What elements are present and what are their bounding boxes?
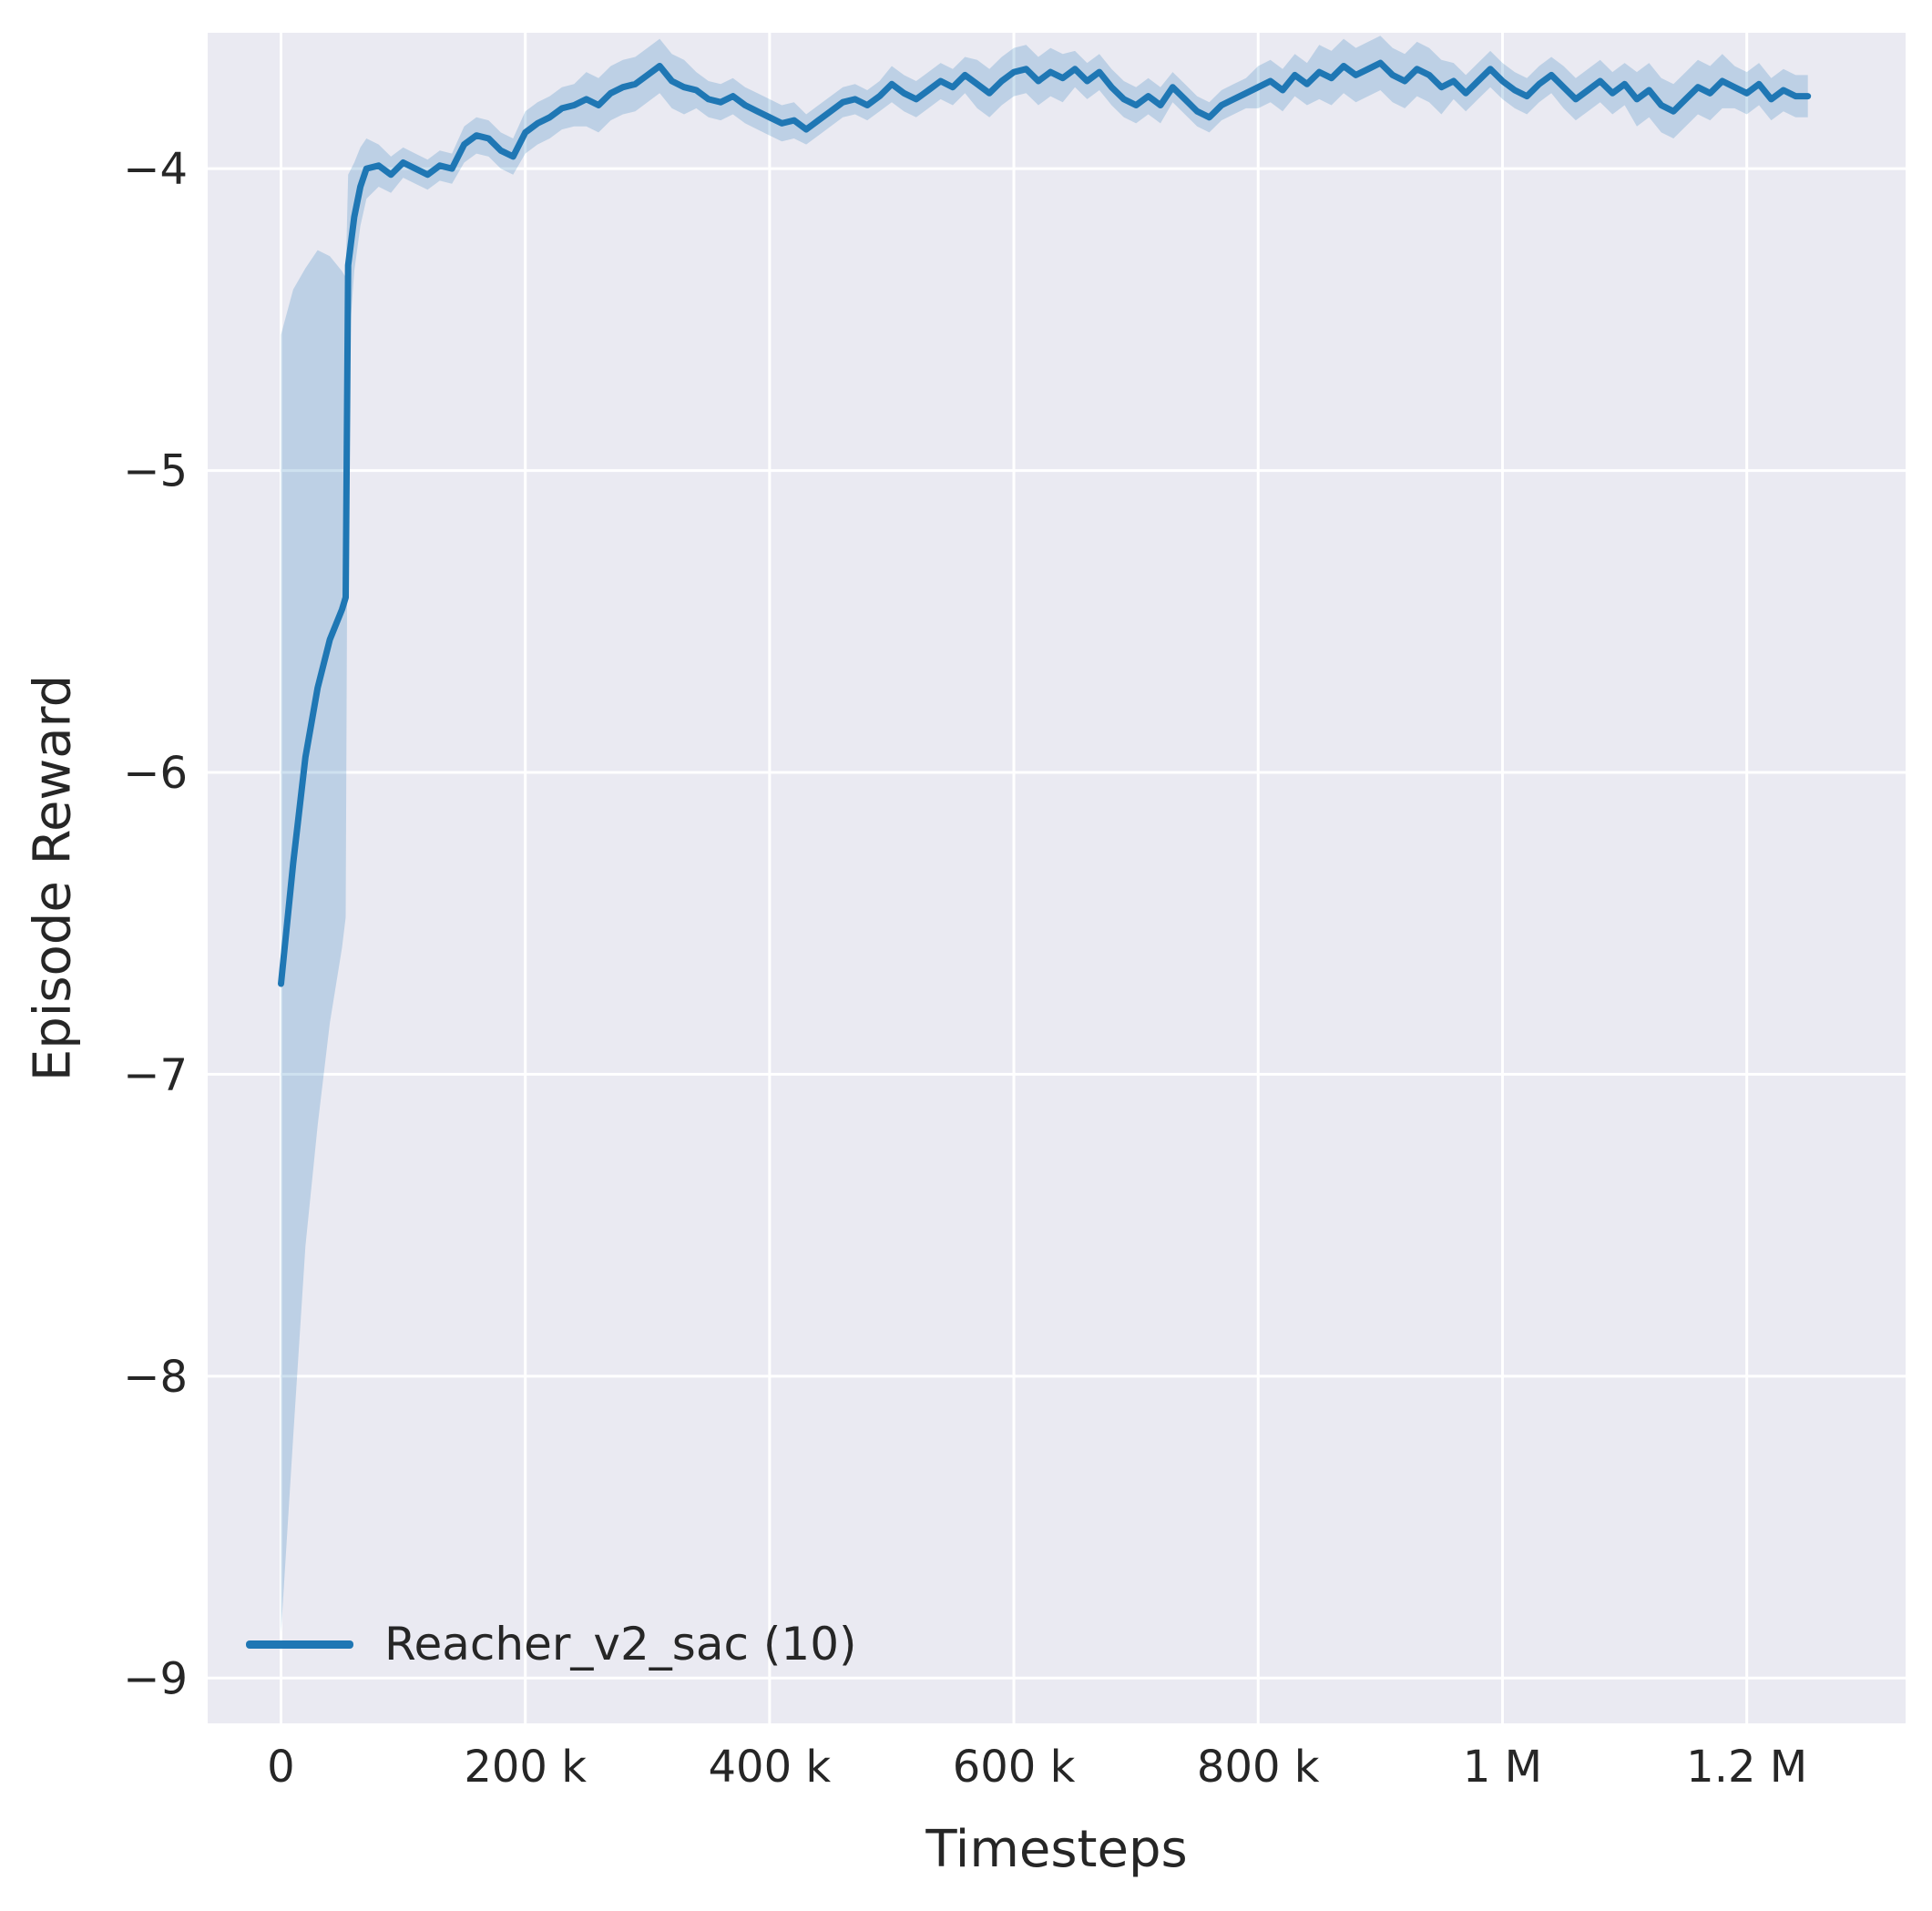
x-tick-label: 1.2 M: [1686, 1742, 1807, 1793]
x-tick-label: 1 M: [1463, 1742, 1542, 1793]
legend: Reacher_v2_sac (10): [246, 1618, 857, 1671]
x-tick-label: 200 k: [464, 1742, 587, 1793]
y-tick-label: −8: [123, 1352, 188, 1403]
x-tick-label: 800 k: [1197, 1742, 1320, 1793]
y-tick-label: −9: [123, 1653, 188, 1704]
legend-label: Reacher_v2_sac (10): [384, 1618, 857, 1671]
x-tick-label: 400 k: [709, 1742, 832, 1793]
series-line: [278, 59, 1812, 987]
x-tick-label: 0: [267, 1742, 295, 1793]
legend-line-swatch: [246, 1640, 353, 1649]
y-tick-label: −6: [123, 748, 188, 799]
x-axis-label: Timesteps: [925, 1820, 1188, 1879]
y-tick-label: −4: [123, 144, 188, 195]
y-tick-label: −5: [123, 446, 188, 497]
y-tick-label: −7: [123, 1049, 188, 1100]
plot-area: [208, 33, 1906, 1723]
y-axis-label: Episode Reward: [23, 674, 83, 1082]
x-tick-label: 600 k: [953, 1742, 1076, 1793]
